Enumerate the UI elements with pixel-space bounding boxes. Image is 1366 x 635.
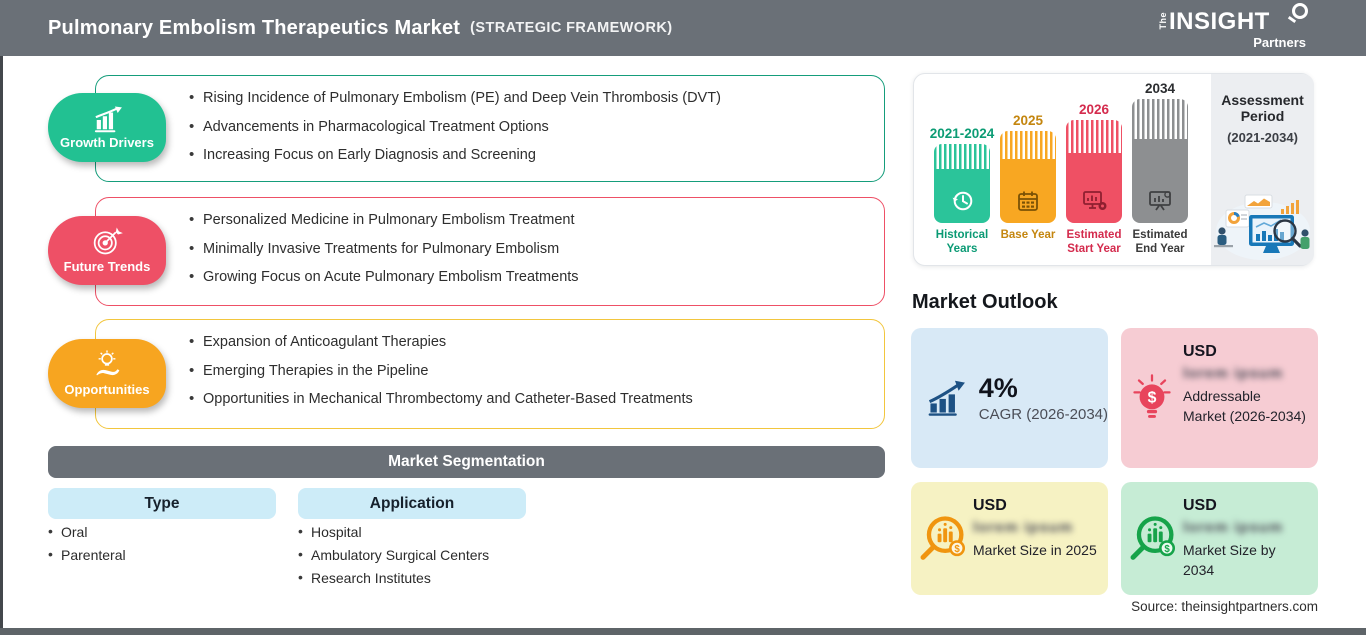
opportunities-list: Expansion of Anticoagulant Therapies Eme… (96, 320, 884, 430)
cagr-caption: CAGR (2026-2034) (978, 406, 1108, 423)
opportunities-box: Expansion of Anticoagulant Therapies Eme… (95, 319, 885, 429)
masked-value: lorem ipsum (1183, 365, 1284, 382)
assessment-title: Period (1240, 108, 1285, 124)
badge-label: Opportunities (64, 382, 150, 397)
segment-column-header: Type (144, 494, 180, 512)
list-item: Growing Focus on Acute Pulmonary Embolis… (189, 268, 864, 285)
calendar-icon (1018, 191, 1038, 211)
bulb-dollar-icon: $ (1133, 374, 1171, 418)
bottom-edge-strip (0, 628, 1366, 635)
target-arrow-icon (93, 227, 123, 255)
logo-partners-text: Partners (1253, 35, 1306, 50)
list-item: Emerging Therapies in the Pipeline (189, 362, 864, 379)
svg-text:$: $ (1164, 544, 1170, 555)
projection-board-icon (1149, 191, 1171, 211)
magnifier-chart-green-icon: $ (1130, 516, 1176, 560)
insight-partners-logo: The INSIGHT Partners (1158, 3, 1310, 50)
masked-value: lorem ipsum (973, 519, 1074, 536)
list-item: Minimally Invasive Treatments for Pulmon… (189, 240, 864, 257)
application-items-list: Hospital Ambulatory Surgical Centers Res… (298, 523, 489, 593)
badge-label: Future Trends (63, 259, 151, 274)
type-items-list: Oral Parenteral (48, 523, 126, 570)
future-trends-badge: Future Trends (48, 216, 166, 285)
badge-label: Growth Drivers (60, 134, 154, 150)
market-outlook-title: Market Outlook (912, 291, 1058, 313)
magnifier-chart-orange-icon: $ (920, 516, 966, 560)
timeline-bar (1066, 120, 1122, 223)
page-title: Pulmonary Embolism Therapeutics Market (48, 16, 461, 39)
logo-insight-text: INSIGHT (1169, 8, 1270, 35)
list-item: Oral (48, 523, 126, 540)
assessment-period-panel: Assessment Period (2021-2034) (1211, 74, 1314, 265)
bar-caption: Estimated End Year (1132, 229, 1188, 255)
growth-drivers-box: Rising Incidence of Pulmonary Embolism (… (95, 75, 885, 182)
list-item: Advancements in Pharmacological Treatmen… (189, 118, 864, 135)
opportunities-badge: Opportunities (48, 339, 166, 408)
market-size-2025-card: $ USD lorem ipsum Market Size in 2025 (911, 482, 1108, 595)
segment-column-type: Type (48, 488, 276, 519)
year-label: 2021-2024 (929, 126, 995, 141)
assessment-timeline-panel: Assessment Period (2021-2034) (913, 73, 1314, 266)
future-trends-box: Personalized Medicine in Pulmonary Embol… (95, 197, 885, 306)
currency-label: USD (973, 497, 1007, 514)
list-item: Increasing Focus on Early Diagnosis and … (189, 146, 864, 163)
timeline-bar (934, 144, 990, 223)
forecast-chart-icon (1083, 191, 1107, 210)
future-trends-list: Personalized Medicine in Pulmonary Embol… (96, 198, 884, 308)
cagr-growth-icon (928, 380, 965, 416)
left-edge-strip (0, 56, 3, 635)
year-label: 2034 (1144, 81, 1176, 96)
list-item: Personalized Medicine in Pulmonary Embol… (189, 211, 864, 228)
card-caption: Addressable Market (2026-2034) (1183, 388, 1306, 424)
page-subtitle: (STRATEGIC FRAMEWORK) (470, 20, 673, 36)
card-caption: Market Size in 2025 (973, 542, 1097, 558)
segment-column-application: Application (298, 488, 526, 519)
header-bar: Pulmonary Embolism Therapeutics Market (… (0, 0, 1366, 56)
segment-column-header: Application (369, 494, 455, 512)
analytics-illustration (1214, 194, 1310, 260)
masked-value: lorem ipsum (1183, 519, 1284, 536)
bar-caption: Historical Years (935, 229, 989, 255)
list-item: Opportunities in Mechanical Thrombectomy… (189, 390, 864, 407)
list-item: Rising Incidence of Pulmonary Embolism (… (189, 89, 864, 106)
cagr-card: 4% CAGR (2026-2034) (911, 328, 1108, 468)
svg-text:$: $ (954, 544, 960, 555)
growth-chart-icon (94, 105, 122, 132)
currency-label: USD (1183, 343, 1217, 360)
svg-text:$: $ (1148, 390, 1157, 407)
market-segmentation-title: Market Segmentation (388, 453, 545, 470)
list-item: Ambulatory Surgical Centers (298, 546, 489, 563)
source-attribution: Source: theinsightpartners.com (1131, 599, 1318, 614)
list-item: Parenteral (48, 546, 126, 563)
assessment-range: (2021-2034) (1227, 130, 1298, 145)
market-size-2034-card: $ USD lorem ipsum Market Size by 2034 (1121, 482, 1318, 595)
card-caption: Market Size by 2034 (1183, 542, 1276, 578)
year-label: 2026 (1078, 102, 1110, 117)
bar-caption: Estimated Start Year (1066, 229, 1122, 255)
history-clock-icon (952, 191, 973, 211)
list-item: Expansion of Anticoagulant Therapies (189, 333, 864, 350)
bar-caption: Base Year (1000, 229, 1056, 241)
currency-label: USD (1183, 497, 1217, 514)
bulb-hand-icon (96, 350, 120, 376)
list-item: Hospital (298, 523, 489, 540)
timeline-bar (1000, 131, 1056, 223)
addressable-market-card: $ USD lorem ipsum Addressable Market (20… (1121, 328, 1318, 468)
cagr-value: 4% (978, 373, 1018, 403)
timeline-bar (1132, 99, 1188, 223)
assessment-title: Assessment (1221, 92, 1304, 108)
growth-drivers-badge: Growth Drivers (48, 93, 166, 162)
growth-drivers-list: Rising Incidence of Pulmonary Embolism (… (96, 76, 884, 186)
list-item: Research Institutes (298, 569, 489, 586)
market-segmentation-header: Market Segmentation (48, 446, 885, 478)
magnifier-lens-icon (1292, 3, 1308, 19)
year-label: 2025 (1012, 113, 1044, 128)
logo-the-text: The (1158, 12, 1168, 30)
